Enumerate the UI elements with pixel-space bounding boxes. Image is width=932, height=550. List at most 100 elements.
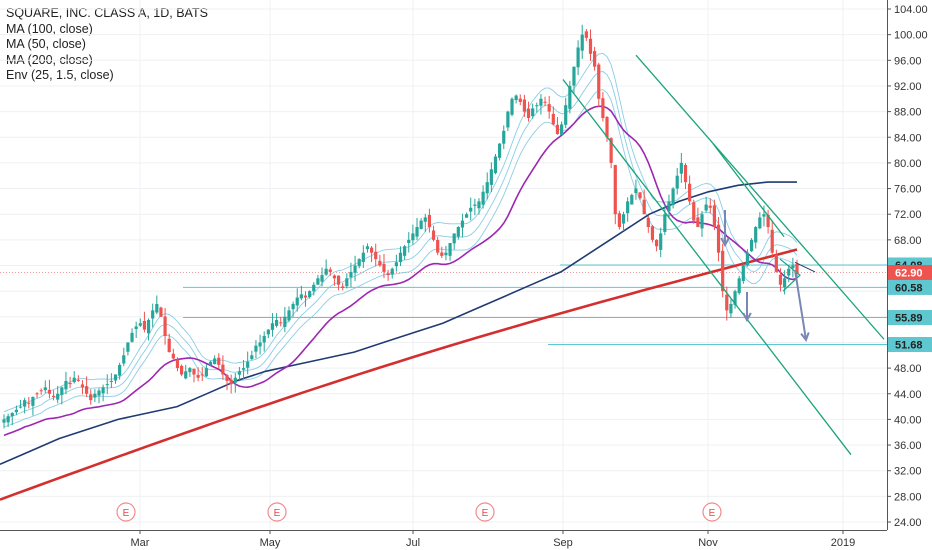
candle-body bbox=[626, 201, 630, 214]
candle-body bbox=[196, 374, 200, 378]
candle-body bbox=[361, 252, 365, 262]
earnings-label: E bbox=[274, 508, 281, 519]
wedge-line bbox=[794, 261, 816, 273]
candle-body bbox=[18, 406, 23, 408]
candle-body bbox=[675, 175, 679, 189]
candle-body bbox=[43, 387, 47, 391]
candle-body bbox=[791, 265, 795, 269]
price-tag-bg bbox=[888, 279, 932, 295]
candle-body bbox=[374, 251, 378, 260]
price-tag-label: 60.58 bbox=[895, 282, 923, 294]
candle-body bbox=[262, 336, 266, 343]
candle-body bbox=[105, 384, 109, 386]
price-tick-label: 48.00 bbox=[894, 363, 922, 375]
candle-body bbox=[568, 85, 572, 109]
candle-body bbox=[535, 105, 539, 107]
candle-body bbox=[559, 124, 564, 135]
candle-body bbox=[588, 38, 593, 54]
candle-body bbox=[419, 220, 423, 229]
candle-body bbox=[303, 295, 308, 298]
candle-body bbox=[688, 183, 692, 202]
candle-body bbox=[85, 386, 89, 394]
candle-body bbox=[522, 99, 527, 112]
earnings-marker bbox=[702, 502, 722, 522]
candle-body bbox=[464, 214, 469, 218]
time-tick-label: Nov bbox=[698, 537, 718, 549]
candle-body bbox=[659, 233, 663, 250]
candle-body bbox=[646, 217, 650, 228]
price-tick-label: 80.00 bbox=[894, 158, 922, 170]
earnings-label: E bbox=[123, 508, 130, 519]
candle-body bbox=[167, 338, 171, 353]
candle-body bbox=[440, 252, 444, 256]
candle-body bbox=[493, 156, 498, 174]
candle-body bbox=[250, 355, 254, 360]
time-tick-label: Mar bbox=[131, 537, 150, 549]
candle-body bbox=[328, 269, 332, 272]
price-tick-label: 100.00 bbox=[894, 30, 928, 42]
price-tick-label: 36.00 bbox=[894, 440, 922, 452]
candle-body bbox=[510, 98, 514, 115]
earnings-marker bbox=[116, 502, 136, 522]
price-tick-label: 96.00 bbox=[894, 55, 922, 67]
arrow-down-2-head bbox=[742, 312, 752, 323]
candle-body bbox=[113, 374, 118, 381]
candle-body bbox=[783, 278, 787, 288]
candle-body bbox=[704, 204, 708, 211]
candle-body bbox=[126, 342, 130, 352]
candle-body bbox=[572, 66, 576, 86]
candle-body bbox=[580, 34, 584, 51]
price-tick-label: 84.00 bbox=[894, 132, 922, 144]
price-tick-label: 28.00 bbox=[894, 491, 922, 503]
arrow-projection-head bbox=[800, 332, 810, 343]
candle-body bbox=[679, 162, 683, 174]
candle-body bbox=[654, 240, 659, 247]
price-tick-label: 68.00 bbox=[894, 235, 922, 247]
candle-body bbox=[415, 227, 419, 237]
price-tag-bg bbox=[888, 265, 932, 281]
candle-body bbox=[60, 387, 64, 395]
candle-body bbox=[721, 250, 725, 292]
candle-body bbox=[221, 364, 225, 375]
candle-body bbox=[506, 111, 510, 128]
candles bbox=[2, 24, 799, 429]
candle-body bbox=[601, 98, 605, 119]
arrow-projection bbox=[794, 269, 807, 341]
candle-body bbox=[213, 358, 217, 365]
candle-body bbox=[551, 113, 555, 125]
candle-body bbox=[584, 31, 588, 38]
candle-body bbox=[634, 188, 638, 194]
candle-body bbox=[72, 377, 76, 383]
candle-body bbox=[469, 207, 473, 212]
candle-body bbox=[80, 384, 85, 388]
candle-body bbox=[369, 247, 374, 253]
candle-body bbox=[473, 204, 477, 206]
candle-body bbox=[407, 239, 411, 244]
candle-body bbox=[543, 101, 547, 103]
candle-body bbox=[134, 326, 138, 330]
time-tick-label: May bbox=[260, 537, 281, 549]
candle-body bbox=[754, 227, 758, 243]
candle-body bbox=[452, 233, 456, 244]
candle-body bbox=[398, 252, 403, 263]
price-tag-bg bbox=[888, 337, 932, 353]
candle-body bbox=[663, 214, 667, 232]
candle-body bbox=[295, 297, 299, 306]
candle-body bbox=[403, 246, 407, 256]
candle-body bbox=[287, 310, 291, 321]
price-tick-label: 88.00 bbox=[894, 107, 922, 119]
candle-body bbox=[456, 227, 460, 237]
time-tick-label: Jul bbox=[406, 537, 420, 549]
candle-body bbox=[741, 265, 745, 282]
candle-body bbox=[254, 345, 258, 352]
price-tag-label: 55.89 bbox=[895, 313, 923, 325]
candle-body bbox=[692, 202, 696, 221]
earnings-marker bbox=[267, 502, 287, 522]
candle-body bbox=[365, 246, 370, 250]
channel-mid bbox=[712, 143, 785, 238]
candle-body bbox=[274, 320, 279, 326]
candle-body bbox=[378, 260, 382, 266]
